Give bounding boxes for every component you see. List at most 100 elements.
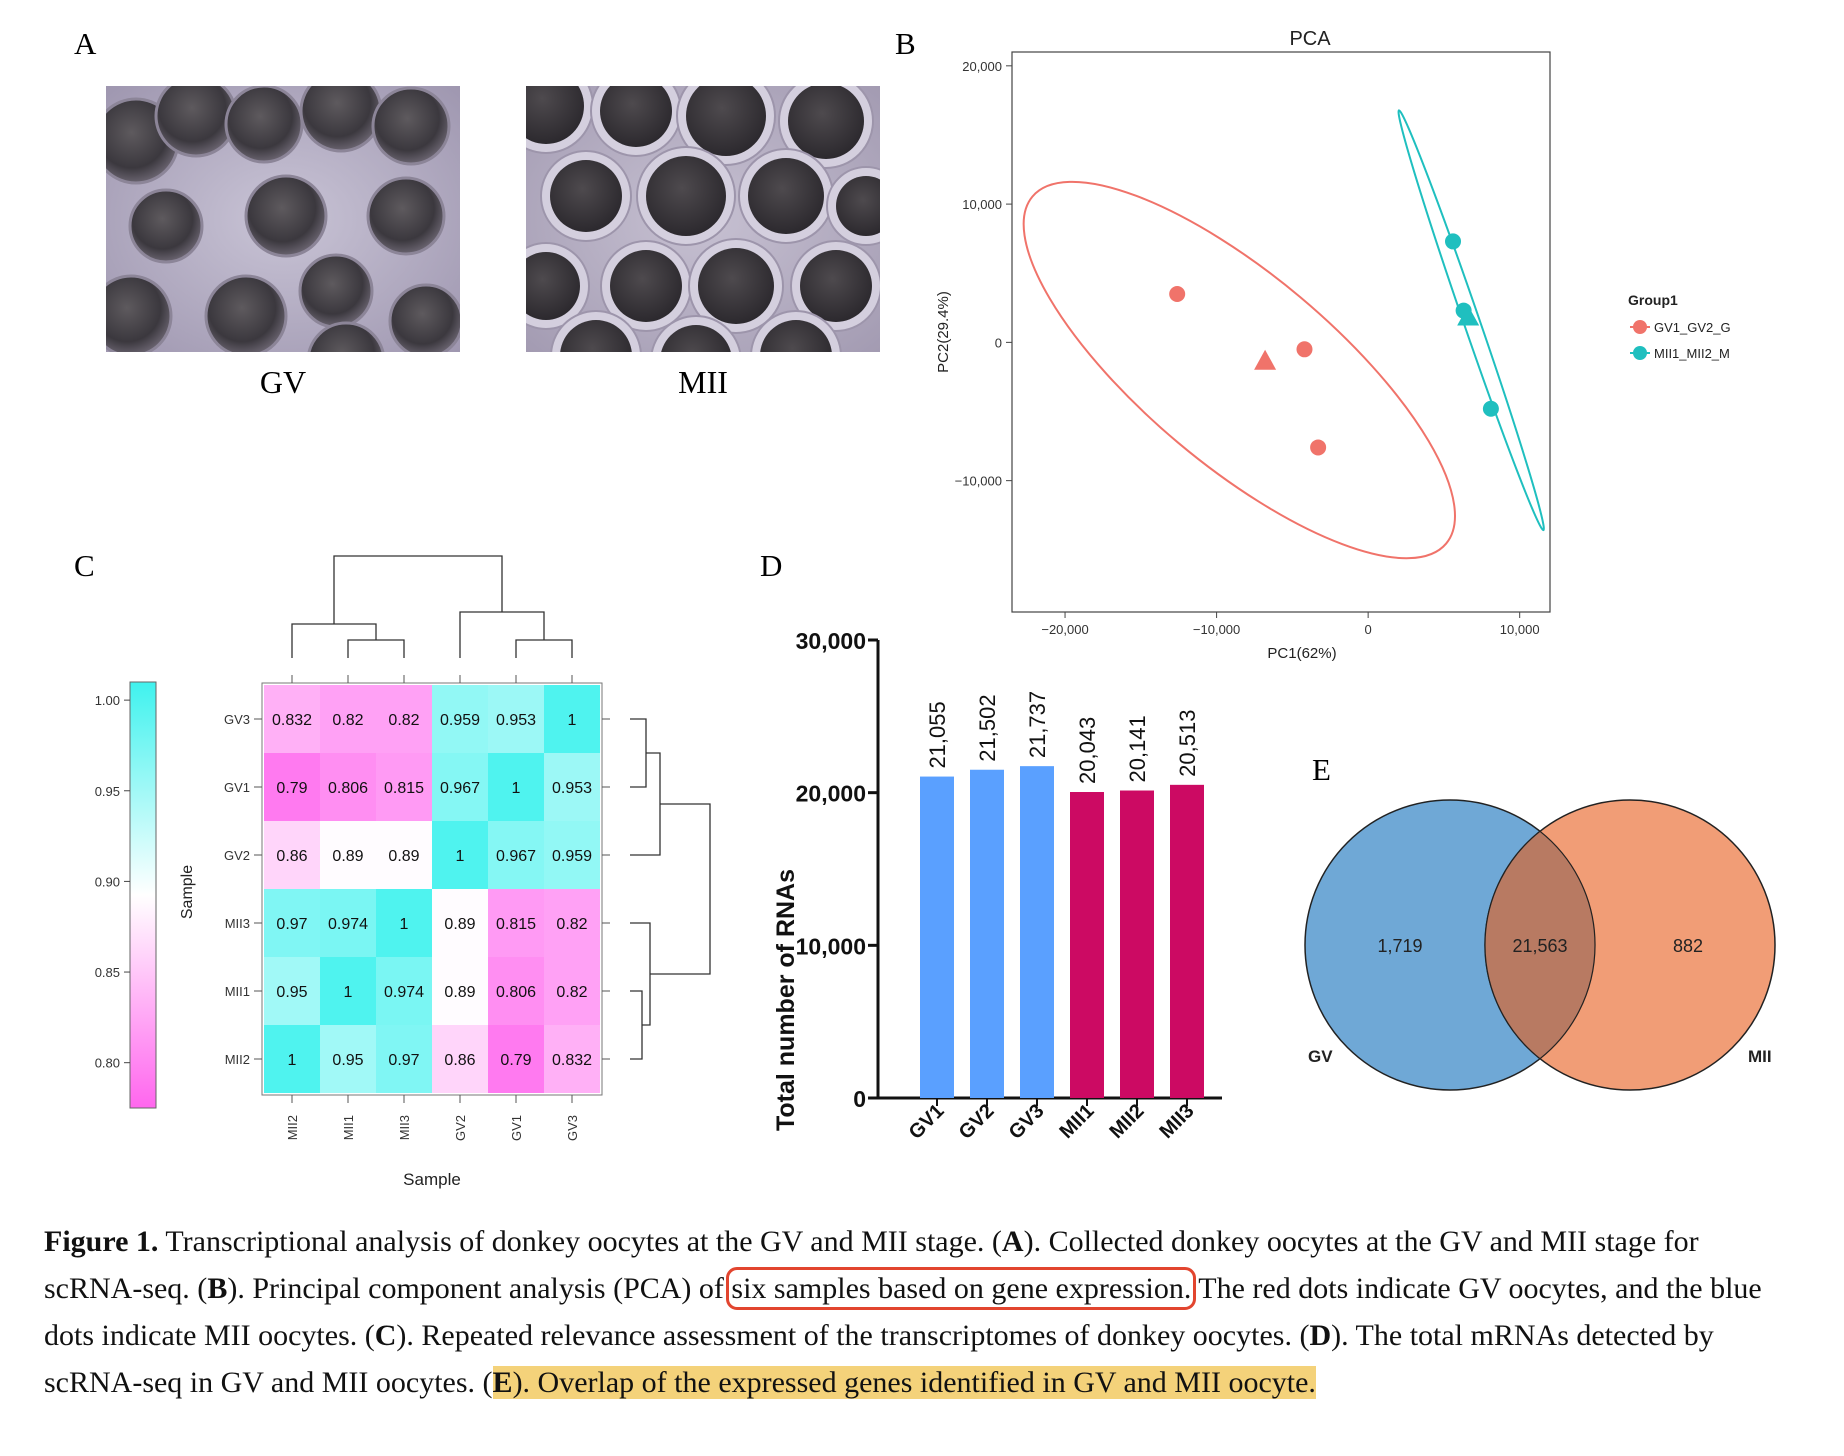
pca-x-axis-label: PC1(62%) [1267,645,1336,662]
bar-category-label: GV2 [955,1100,999,1144]
oocyte-shape [686,86,766,156]
pca-x-tick-label: −10,000 [1193,622,1240,637]
heatmap-cell-value: 0.815 [384,780,424,797]
venn-gv-only-value: 1,719 [1377,936,1422,956]
pca-point-gv [1169,285,1186,302]
heatmap-cell [488,753,544,821]
heatmap-cell-value: 0.97 [388,1052,419,1069]
dendrogram-branch [459,611,545,658]
bar-mii1 [1070,792,1104,1098]
dendrogram-branch [515,639,573,658]
pca-point-mii [1445,233,1462,250]
heatmap-cell-value: 0.806 [496,984,536,1001]
heatmap-cell [376,753,432,821]
heatmap-cell-value: 1 [288,1052,297,1069]
heatmap-cell [264,957,320,1025]
heatmap-y-axis-label: Sample [179,865,196,919]
panel-label-a: A [74,26,97,61]
caption-ref-c: C [374,1319,397,1352]
oocyte-shape [224,86,304,164]
caption-text: ). Principal component analysis (PCA) of [227,1272,732,1305]
oocyte-shape [526,86,584,144]
bar-value-label: 20,043 [1075,717,1100,784]
heatmap-cell-value: 1 [512,780,521,797]
pca-point-mii [1482,400,1499,417]
oocyte-shape [371,86,451,166]
heatmap-cell [376,889,432,957]
heatmap-row-label: MII2 [225,1052,250,1067]
bar-value-label: 21,737 [1025,691,1050,758]
pca-point-gv [1310,439,1327,456]
heatmap-cell [320,957,376,1025]
oocyte-shape [646,156,726,236]
heatmap-col-label: GV1 [509,1115,524,1141]
bar-y-tick-label: 0 [853,1086,866,1112]
oocyte-shape [836,176,880,236]
mii-photo-label: MII [678,364,728,400]
bar-gv1 [920,776,954,1098]
heatmap-col-label: MII1 [341,1115,356,1140]
pca-x-tick-label: 0 [1365,622,1372,637]
heatmap-col-label: MII2 [285,1115,300,1140]
heatmap-cell-value: 0.82 [556,916,587,933]
bar-mii2 [1120,790,1154,1098]
oocyte-shape [244,174,328,258]
bar-category-label: GV3 [1005,1100,1049,1144]
heatmap-cell-value: 0.832 [272,712,312,729]
pca-y-axis-label: PC2(29.4%) [935,291,952,373]
caption-text: ). The total mRNAs detected by scRNA-seq… [44,1319,1714,1399]
bar-category-label: MII3 [1155,1100,1198,1143]
heatmap-cell [544,1025,600,1093]
heatmap-cell [320,753,376,821]
dendrogram-branch [347,639,405,658]
pca-legend: Group1 GV1_GV2_GV3 MII1_MII2_MII3 [1628,292,1730,361]
oocyte-shape [298,253,374,329]
heatmap-cell [376,957,432,1025]
venn-set-gv-label: GV [1308,1047,1333,1066]
heatmap-cell [320,889,376,957]
pca-y-tick-label: 10,000 [962,197,1002,212]
oocyte-shape [299,86,383,153]
legend-entry-gv: GV1_GV2_GV3 [1654,320,1730,335]
heatmap-row-label: GV3 [224,712,250,727]
colorbar-tick-label: 1.00 [95,693,120,708]
heatmap-cell [488,821,544,889]
caption-figure-number: Figure 1. [44,1225,159,1258]
legend-title: Group1 [1628,292,1678,308]
heatmap-cell [264,821,320,889]
oocyte-shape [388,283,460,352]
heatmap-row-label: MII3 [225,916,250,931]
caption-ref-e: E [492,1366,513,1399]
heatmap-row-label: GV2 [224,848,250,863]
heatmap-cell [488,1025,544,1093]
oocyte-shape [128,188,204,264]
pca-plot-frame [1011,51,1551,613]
caption-text: Transcriptional analysis of donkey oocyt… [158,1225,1002,1258]
heatmap-cell-value: 0.974 [384,984,424,1001]
bar-y-axis-label: Total number of RNAs [772,869,800,1131]
pca-ellipse-gv [1022,180,1456,560]
heatmap-cell-value: 0.79 [276,780,307,797]
dendrogram-branch [630,990,643,1060]
bar-value-label: 21,502 [975,694,1000,761]
bar-value-label: 20,141 [1125,715,1150,782]
panel-label-d: D [760,548,783,583]
heatmap-cell-value: 0.86 [276,848,307,865]
heatmap-cell-value: 0.815 [496,916,536,933]
venn-mii-only-value: 882 [1673,936,1703,956]
heatmap-cell-value: 0.97 [276,916,307,933]
heatmap-cell-value: 0.82 [332,712,363,729]
heatmap-cell [544,889,600,957]
heatmap-col-label: MII3 [397,1115,412,1140]
venn-overlap-value: 21,563 [1512,936,1567,956]
heatmap-cell-value: 0.967 [496,848,536,865]
pca-chart: PCA −20,000 −10,000 0 10,000 −10,000 0 10,000 2… [935,28,1730,662]
heatmap-cell-value: 0.82 [388,712,419,729]
heatmap-cell-value: 0.959 [440,712,480,729]
heatmap-row-label: GV1 [224,780,250,795]
bar-category-label: MII2 [1105,1100,1148,1143]
panel-label-b: B [895,26,916,61]
heatmap-cell-value: 0.79 [500,1052,531,1069]
oocyte-shape [788,86,864,159]
heatmap-cell-value: 0.89 [444,984,475,1001]
